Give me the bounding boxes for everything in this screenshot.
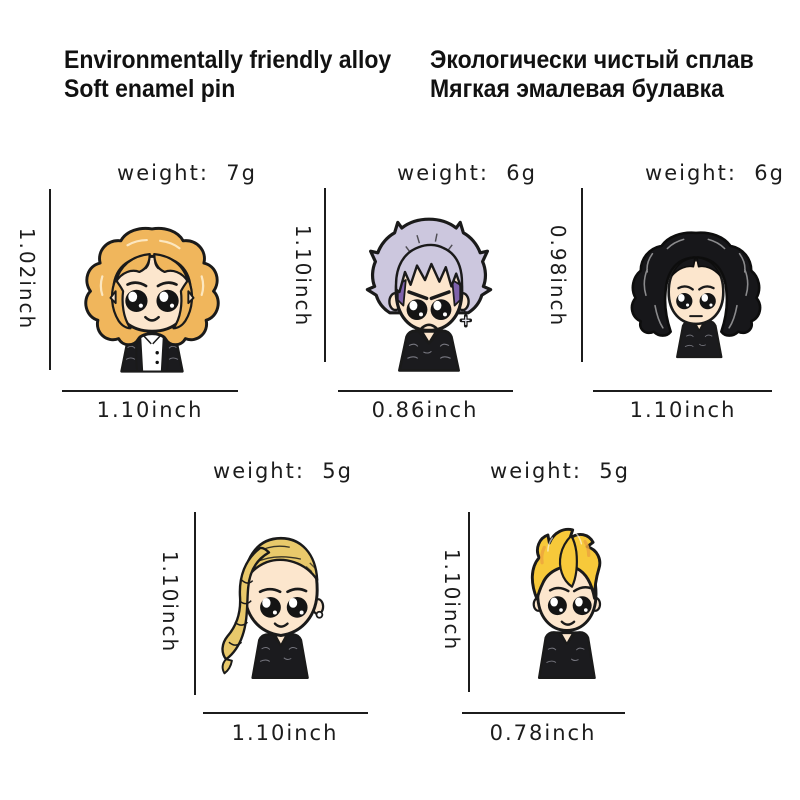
height-label: 1.10inch bbox=[440, 548, 464, 652]
character-blonde-braid-icon bbox=[221, 536, 325, 680]
height-measure-line bbox=[324, 188, 326, 362]
width-label: 0.86inch bbox=[371, 398, 479, 422]
width-label: 1.10inch bbox=[96, 398, 204, 422]
cross-earring bbox=[459, 309, 473, 328]
header-ru-line1: Экологически чистый сплав bbox=[430, 46, 754, 74]
height-label: 1.10inch bbox=[158, 550, 182, 654]
braid bbox=[221, 546, 271, 675]
height-label: 1.10inch bbox=[291, 224, 315, 328]
header-russian: Экологически чистый сплав Мягкая эмалева… bbox=[430, 46, 754, 104]
ear-left bbox=[109, 290, 117, 305]
sideburn-right bbox=[451, 279, 462, 307]
header-ru-line2: Мягкая эмалевая булавка bbox=[430, 75, 724, 103]
height-measure-line bbox=[49, 189, 51, 370]
character-yellow-spiky-hair-icon bbox=[530, 527, 602, 680]
header-en-line1: Environmentally friendly alloy bbox=[64, 46, 392, 74]
face-features bbox=[547, 586, 593, 626]
weight-label: weight: 5g bbox=[213, 459, 353, 483]
character-blonde-wavy-hair-icon bbox=[84, 226, 220, 373]
jacket bbox=[537, 631, 596, 680]
height-measure-line bbox=[194, 512, 196, 695]
jacket bbox=[251, 633, 309, 680]
hair-back bbox=[630, 231, 762, 337]
width-measure-line bbox=[462, 712, 625, 714]
width-measure-line bbox=[203, 712, 368, 714]
hair-front bbox=[671, 256, 721, 277]
header-en-line2: Soft enamel pin bbox=[64, 75, 236, 103]
weight-label: weight: 6g bbox=[645, 161, 785, 185]
face-features bbox=[676, 285, 716, 318]
height-measure-line bbox=[468, 512, 470, 692]
hair-front-strand bbox=[558, 534, 578, 588]
weight-label: weight: 7g bbox=[117, 161, 257, 185]
ear-right bbox=[187, 290, 195, 305]
stud-earring bbox=[315, 610, 324, 619]
height-label: 1.02inch bbox=[15, 227, 39, 331]
width-measure-line bbox=[593, 390, 772, 392]
face-features bbox=[125, 281, 179, 322]
height-label: 0.98inch bbox=[546, 224, 570, 328]
width-label: 1.10inch bbox=[231, 721, 339, 745]
hair-front bbox=[394, 243, 464, 294]
width-measure-line bbox=[338, 390, 513, 392]
character-silver-spiky-hair-icon bbox=[365, 217, 493, 372]
weight-label: weight: 6g bbox=[397, 161, 537, 185]
height-measure-line bbox=[581, 188, 583, 362]
face-features bbox=[406, 290, 452, 330]
jacket bbox=[676, 319, 723, 359]
weight-label: weight: 5g bbox=[490, 459, 630, 483]
face-features bbox=[258, 587, 308, 628]
jacket bbox=[398, 329, 460, 372]
width-measure-line bbox=[62, 390, 238, 392]
width-label: 0.78inch bbox=[489, 721, 597, 745]
header-english: Environmentally friendly alloy Soft enam… bbox=[64, 46, 391, 104]
width-label: 1.10inch bbox=[629, 398, 737, 422]
character-black-long-hair-icon bbox=[630, 231, 762, 359]
hair-front bbox=[110, 253, 194, 330]
